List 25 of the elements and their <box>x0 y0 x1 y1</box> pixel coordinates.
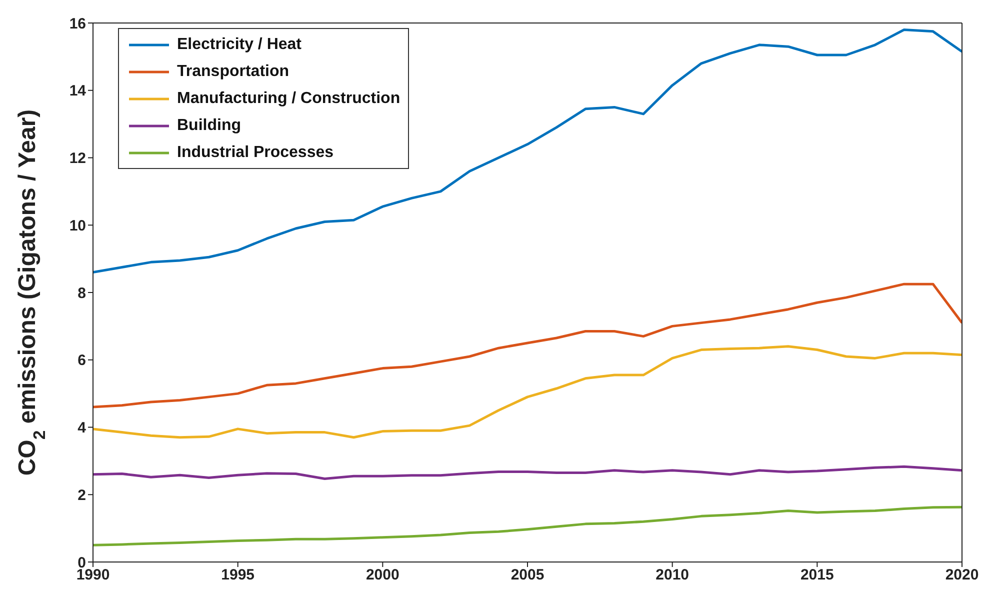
line-series <box>93 282 962 408</box>
x-tick-label: 2015 <box>800 566 834 584</box>
y-tick-label: 10 <box>69 217 86 234</box>
legend-label: Industrial Processes <box>177 144 334 162</box>
line-series <box>93 465 962 480</box>
y-tick-label: 16 <box>69 15 86 32</box>
x-tick-label: 2020 <box>945 566 979 584</box>
x-tick-label: 1990 <box>76 566 110 584</box>
y-tick-label: 14 <box>69 82 87 100</box>
y-tick-label: 12 <box>69 150 86 168</box>
line-series <box>93 506 962 546</box>
line-series <box>93 345 962 439</box>
x-tick-label: 2005 <box>510 566 544 584</box>
y-tick-label: 2 <box>78 486 86 504</box>
y-tick-label: 4 <box>78 420 87 437</box>
y-tick-label: 8 <box>78 284 86 302</box>
legend-label: Transportation <box>177 62 290 80</box>
x-tick-label: 2010 <box>656 566 690 584</box>
line-series <box>93 28 962 274</box>
legend-label: Electricity / Heat <box>177 36 302 54</box>
legend-label: Building <box>177 116 241 134</box>
y-tick-label: 6 <box>78 352 86 370</box>
x-tick-label: 2000 <box>366 566 400 584</box>
x-tick-label: 1995 <box>221 566 255 584</box>
legend-label: Manufacturing / Construction <box>177 90 400 108</box>
